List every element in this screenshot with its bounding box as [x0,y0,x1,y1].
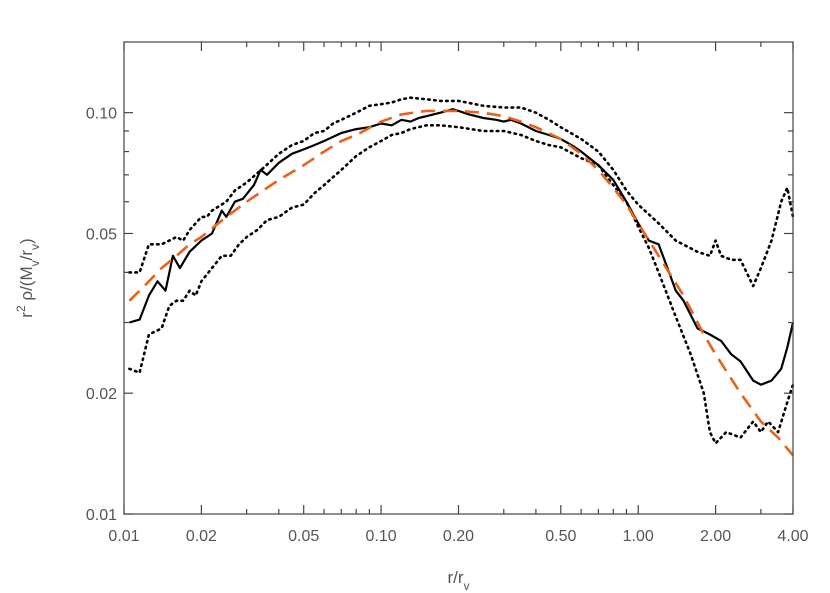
ticks-layer: 0.01 0.02 0.05 0.10 0.20 0.50 1.00 2.00 4.00 0.01… [86,42,809,545]
y-tick-label: 0.01 [86,507,117,524]
y-tick-label: 0.02 [86,386,117,403]
x-tick-label: 4.00 [777,528,808,545]
series-line-solid-0 [129,108,795,386]
y-axis-label: r2 ρ/(Mv/rv) [14,238,42,317]
x-tick-label: 0.01 [108,528,139,545]
x-tick-label: 0.20 [443,528,474,545]
plot-layer [128,96,795,457]
series-line-dotted-1 [128,96,795,288]
series-line-dashed-3 [128,109,794,457]
x-tick-label: 0.10 [366,528,397,545]
x-tick-label: 2.00 [700,528,731,545]
x-tick-label: 0.02 [186,528,217,545]
x-axis-label: r/rv [447,568,469,593]
series-line-dotted-2 [128,124,795,445]
plot-frame [123,41,794,515]
x-tick-label: 0.05 [288,528,319,545]
y-tick-label: 0.10 [86,106,117,123]
x-tick-label: 1.00 [623,528,654,545]
x-tick-label: 0.50 [545,528,576,545]
y-tick-label: 0.05 [86,226,117,243]
